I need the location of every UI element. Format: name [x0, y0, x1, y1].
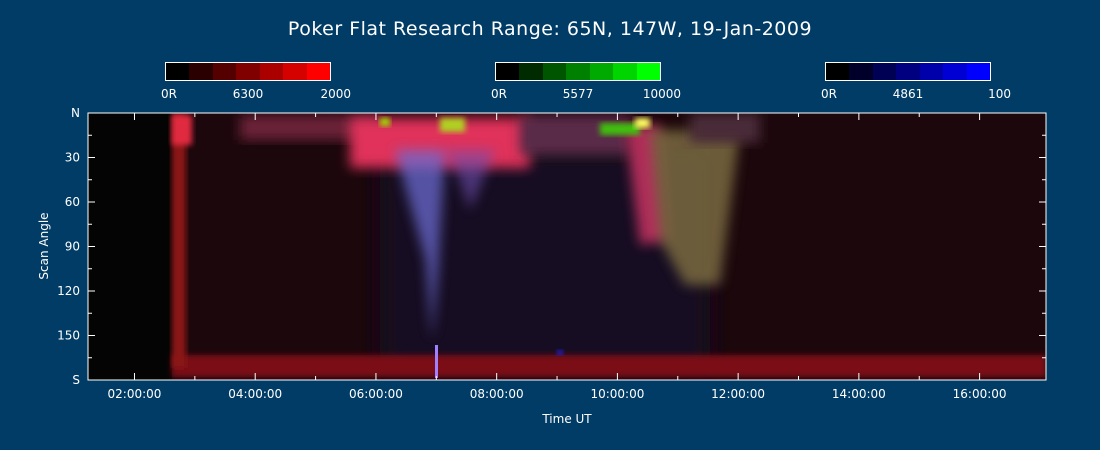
- x-tick-label: 12:00:00: [711, 387, 765, 401]
- colorbar-segment: [613, 63, 637, 80]
- y-tick-label: 90: [65, 240, 80, 254]
- y-axis-label: Scan Angle: [37, 212, 51, 279]
- colorbar-segment: [283, 63, 307, 80]
- colorbar-4861-strip: [825, 62, 991, 81]
- keogram-onset-bright-red: [172, 115, 192, 145]
- colorbar-6300-mid-label: 6300: [232, 87, 264, 101]
- colorbar-segment: [189, 63, 213, 80]
- x-tick-label: 02:00:00: [108, 387, 162, 401]
- colorbar-6300-max-label: 2000: [320, 87, 351, 101]
- colorbar-6300-min-label: 0R: [161, 87, 177, 101]
- colorbar-segment: [236, 63, 260, 80]
- keogram-green-patch-2: [440, 118, 465, 132]
- colorbar-6300-strip: [165, 62, 331, 81]
- keogram-image: [88, 113, 1046, 380]
- keogram-south-red-band: [172, 355, 1046, 377]
- colorbar-segment: [166, 63, 190, 80]
- chart-title: Poker Flat Research Range: 65N, 147W, 19…: [287, 18, 813, 40]
- x-tick-label: 06:00:00: [349, 387, 403, 401]
- keogram-onset-red-streak: [172, 113, 186, 368]
- y-tick-label: 30: [65, 151, 80, 165]
- colorbar-6300: 0R 6300 2000: [161, 62, 351, 101]
- colorbar-4861-mid-label: 4861: [892, 87, 924, 101]
- x-tick-label: 04:00:00: [228, 387, 282, 401]
- colorbar-5577-strip: [495, 62, 661, 81]
- colorbar-segment: [896, 63, 920, 80]
- keogram-blue-dot: [557, 350, 563, 355]
- colorbar-segment: [589, 63, 614, 80]
- keogram-blue-plume-left: [395, 150, 445, 340]
- keogram-late-arc: [690, 113, 760, 143]
- x-tick-label: 08:00:00: [470, 387, 524, 401]
- keogram-olive-emission: [650, 130, 740, 285]
- keogram-blue-plume-right: [445, 150, 495, 210]
- y-tick-label: N: [71, 106, 80, 120]
- y-tick-label: 150: [57, 329, 80, 343]
- colorbar-5577: 0R 5577 10000: [491, 62, 681, 101]
- colorbar-4861-min-label: 0R: [821, 87, 837, 101]
- colorbar-4861-max-label: 100: [988, 87, 1011, 101]
- y-tick-label: 120: [57, 284, 80, 298]
- keogram-green-patch-1: [380, 118, 390, 126]
- x-tick-label: 14:00:00: [832, 387, 886, 401]
- colorbar-5577-min-label: 0R: [491, 87, 507, 101]
- keogram-green-patch-3: [600, 123, 640, 135]
- x-tick-label: 10:00:00: [590, 387, 644, 401]
- colorbar-segment: [519, 63, 543, 80]
- colorbar-segment: [496, 63, 520, 80]
- colorbar-5577-max-label: 10000: [642, 87, 681, 101]
- keogram-blue-spike: [435, 345, 438, 378]
- colorbar-5577-mid-label: 5577: [562, 87, 594, 101]
- colorbar-4861: 0R 4861 100: [821, 62, 1011, 101]
- keogram-no-data-region: [88, 113, 172, 380]
- x-axis-label: Time UT: [541, 412, 592, 426]
- colorbar-segment: [919, 63, 944, 80]
- colorbar-segment: [966, 63, 990, 80]
- colorbar-segment: [849, 63, 873, 80]
- keogram-green-patch-4: [635, 118, 650, 128]
- y-axis: N 30 60 90 120 150 S: [57, 106, 1046, 387]
- y-tick-label: 60: [65, 195, 80, 209]
- colorbar-segment: [566, 63, 590, 80]
- colorbar-segment: [259, 63, 284, 80]
- colorbar-segment: [542, 63, 567, 80]
- colorbar-segment: [872, 63, 897, 80]
- colorbar-segment: [636, 63, 660, 80]
- colorbar-segment: [826, 63, 850, 80]
- colorbar-segment: [943, 63, 967, 80]
- colorbar-segment: [212, 63, 237, 80]
- y-tick-label: S: [72, 373, 80, 387]
- x-tick-label: 16:00:00: [953, 387, 1007, 401]
- colorbar-segment: [306, 63, 330, 80]
- x-axis: 02:00:00 04:00:00 06:00:00 08:00:00 10:00:00…: [108, 113, 1007, 401]
